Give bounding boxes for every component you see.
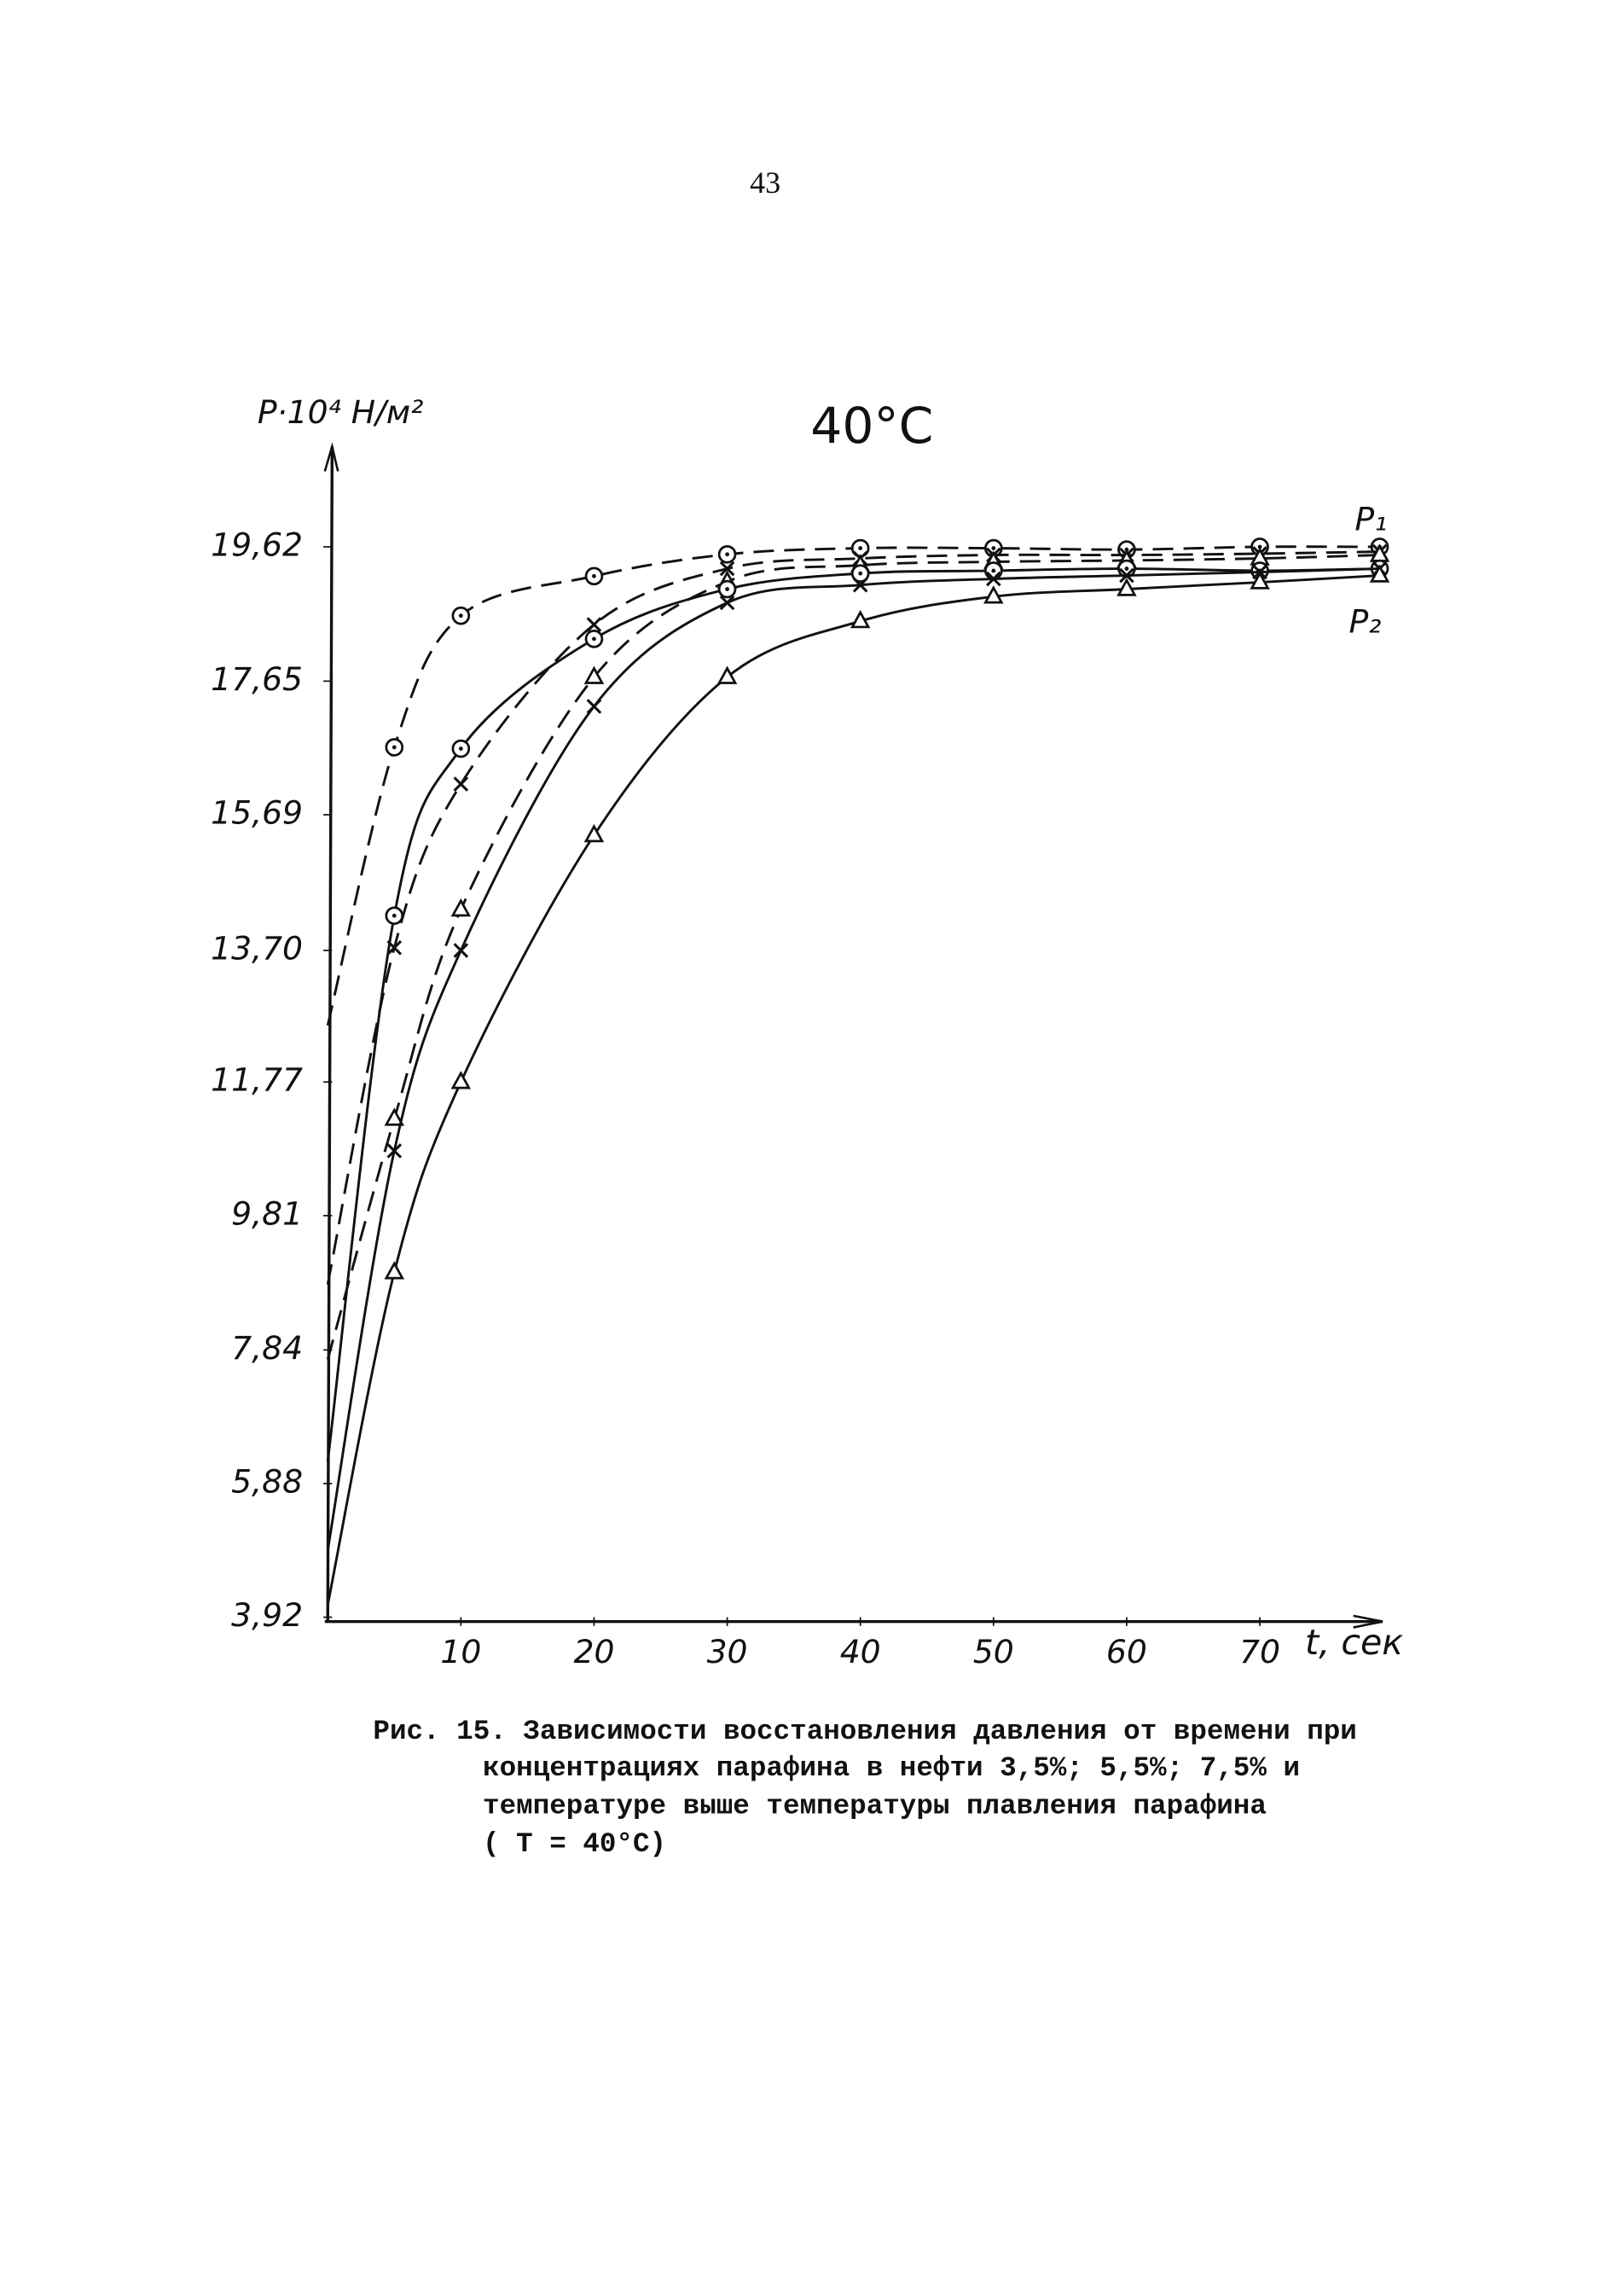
x-tick-label: 40 [840, 1633, 881, 1670]
x-tick-label: 50 [973, 1633, 1014, 1670]
y-tick-label: 3,92 [231, 1596, 303, 1634]
marker [450, 898, 472, 917]
x-tick-label: 20 [573, 1633, 614, 1670]
marker [583, 665, 605, 684]
x-tick-label: 60 [1106, 1633, 1147, 1670]
marker-dot [592, 573, 596, 578]
series-line [326, 545, 1380, 1026]
marker [719, 595, 735, 611]
marker [719, 561, 735, 577]
y-axis [326, 446, 334, 1622]
marker [852, 577, 868, 593]
caption-line: температуре выше температуры плавления п… [483, 1790, 1267, 1821]
annotation: P₁ [1354, 500, 1387, 537]
marker [450, 1071, 472, 1089]
y-tick-label: 13,70 [211, 930, 303, 967]
y-tick-label: 19,62 [211, 526, 303, 563]
x-tick-label: 10 [440, 1633, 481, 1670]
marker-dot [392, 913, 397, 918]
y-tick-label: 5,88 [231, 1462, 303, 1500]
marker [983, 585, 1004, 604]
marker [386, 1143, 403, 1159]
marker-dot [858, 546, 863, 550]
marker [583, 823, 605, 843]
marker [716, 665, 738, 684]
y-tick-label: 11,77 [211, 1061, 303, 1099]
marker [1250, 571, 1270, 590]
annotation: P₂ [1349, 602, 1382, 640]
marker-dot [725, 552, 729, 557]
series-line [326, 567, 1380, 1551]
marker [1116, 578, 1137, 596]
y-axis-arrow [323, 442, 339, 472]
marker-dot [858, 571, 863, 576]
marker-dot [725, 587, 729, 591]
x-tick-label: 30 [707, 1633, 748, 1670]
page-number: 43 [750, 166, 780, 200]
y-tick-label: 7,84 [231, 1329, 303, 1367]
marker [384, 1107, 405, 1126]
marker-dot [1124, 566, 1129, 571]
x-tick-label: 70 [1239, 1633, 1280, 1670]
caption-line: концентрациях парафина в нефти 3,5%; 5,5… [483, 1752, 1300, 1784]
marker [1369, 564, 1390, 583]
caption-line: Рис. 15. Зависимости восстановления давл… [373, 1716, 1356, 1747]
marker [586, 699, 602, 714]
marker [384, 1261, 405, 1280]
marker [586, 617, 602, 632]
marker [850, 609, 871, 629]
chart-title: 40°C [810, 397, 933, 455]
y-tick-label: 9,81 [231, 1194, 303, 1232]
marker-dot [458, 613, 463, 619]
marker [1119, 567, 1134, 584]
marker [985, 571, 1001, 587]
marker-dot [991, 568, 996, 573]
y-tick-label: 17,65 [211, 660, 303, 698]
y-axis-label: P·10⁴ Н/м² [258, 393, 424, 431]
marker-dot [392, 745, 397, 750]
marker [453, 943, 469, 958]
caption-line: ( T = 40°C) [483, 1828, 666, 1860]
marker-dot [592, 636, 596, 642]
marker [453, 776, 469, 792]
x-axis-label: t, сек [1305, 1622, 1403, 1663]
x-axis-arrow [1353, 1614, 1383, 1629]
marker-dot [458, 747, 463, 751]
marker-dot [991, 546, 996, 550]
marker-dot [1257, 544, 1262, 549]
y-tick-label: 15,69 [211, 794, 303, 832]
